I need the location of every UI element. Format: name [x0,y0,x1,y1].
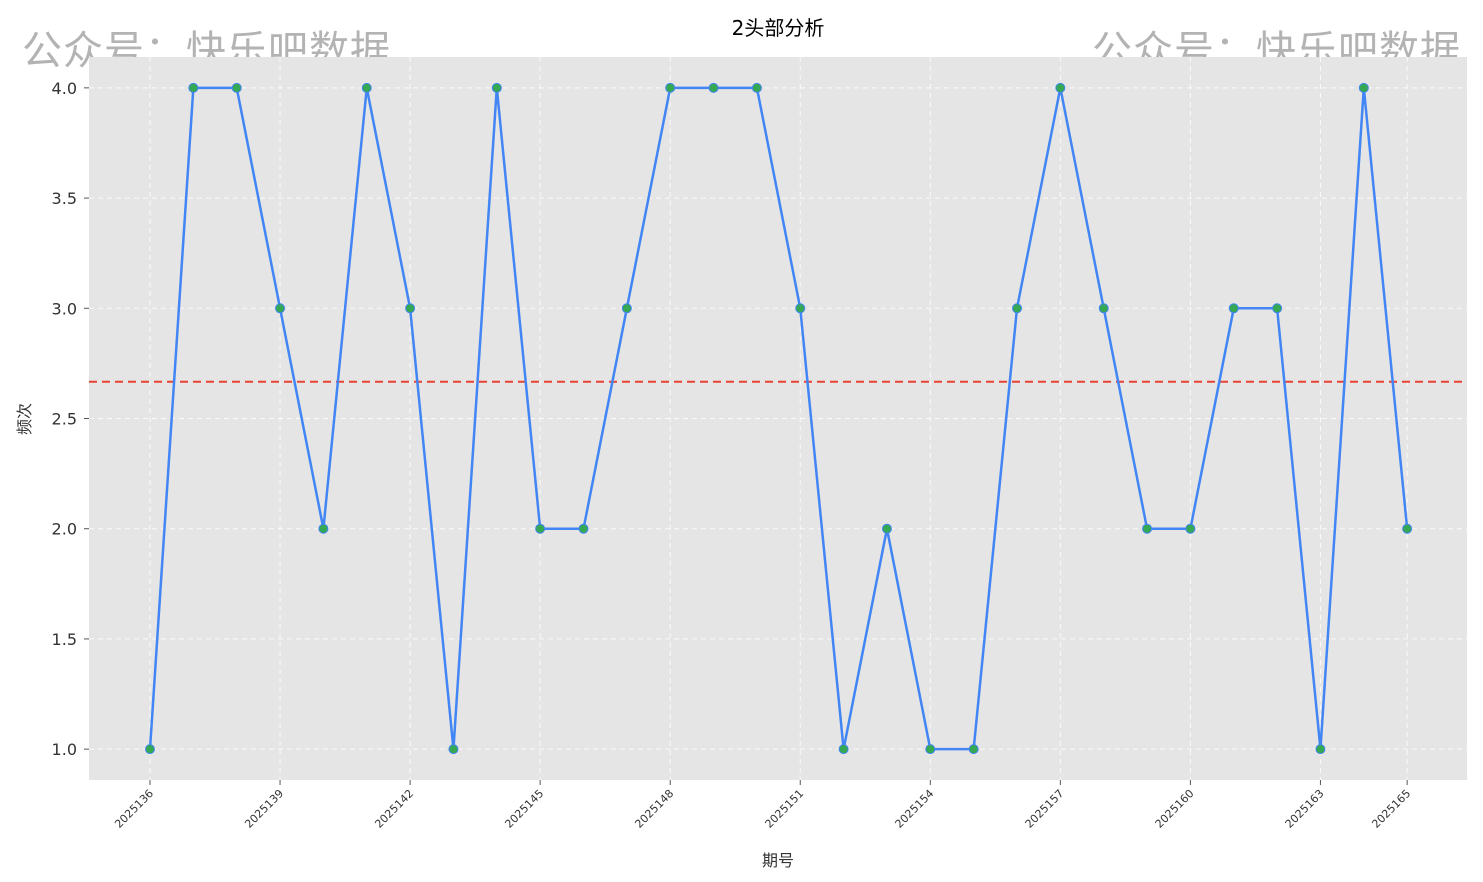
y-tick-label: 1.0 [52,740,77,759]
y-tick-label: 1.5 [52,630,77,649]
data-point [491,82,502,93]
y-tick-label: 4.0 [52,79,77,98]
data-point [1315,744,1326,755]
y-tick-label: 3.0 [52,299,77,318]
data-point [968,744,979,755]
data-point [621,303,632,314]
x-tick-label: 2025148 [632,787,676,831]
x-tick-label: 2025165 [1369,787,1413,831]
data-point [1185,523,1196,534]
data-point [1012,303,1022,314]
data-point [751,82,762,93]
x-axis-label: 期号 [762,851,794,870]
x-tick-label: 2025160 [1153,787,1197,831]
y-tick-label: 3.5 [52,189,77,208]
x-tick-label: 2025154 [893,787,937,831]
x-tick-label: 2025142 [372,787,416,831]
data-point [361,82,372,93]
data-point [1142,523,1153,534]
data-point [1402,523,1413,534]
data-point [275,303,286,314]
x-tick-label: 2025163 [1283,787,1327,831]
chart-title: 2头部分析 [732,16,825,40]
series-line [148,86,1409,751]
data-point [1055,82,1066,93]
data-point [535,523,546,534]
data-point [881,523,892,534]
data-point [231,82,242,93]
x-tick-label: 2025136 [112,787,156,831]
x-tick-label: 2025157 [1023,787,1067,831]
x-tick-label: 2025145 [502,787,546,831]
y-axis-label: 频次 [15,403,34,435]
data-point [1228,303,1239,314]
data-point [1098,303,1109,314]
data-point [448,744,459,755]
x-tick-label: 2025151 [763,787,807,831]
data-point [1358,82,1369,93]
data-point [708,82,719,93]
data-point [1272,303,1283,314]
data-points [145,82,1413,755]
data-point [795,303,806,314]
x-axis: 2025136 2025139 2025142 2025145 2025148 20251… [112,780,1413,831]
data-point [925,744,936,755]
data-point [578,523,589,534]
y-tick-label: 2.5 [52,410,77,429]
data-point [405,303,416,314]
x-tick-label: 2025139 [242,787,286,831]
data-point [838,744,849,755]
data-point [145,744,155,755]
data-point [188,82,199,93]
y-axis: 1.0 1.5 2.0 2.5 3.0 3.5 4.0 [52,79,89,759]
y-tick-label: 2.0 [52,520,77,539]
data-point [318,523,329,534]
data-point [665,82,676,93]
